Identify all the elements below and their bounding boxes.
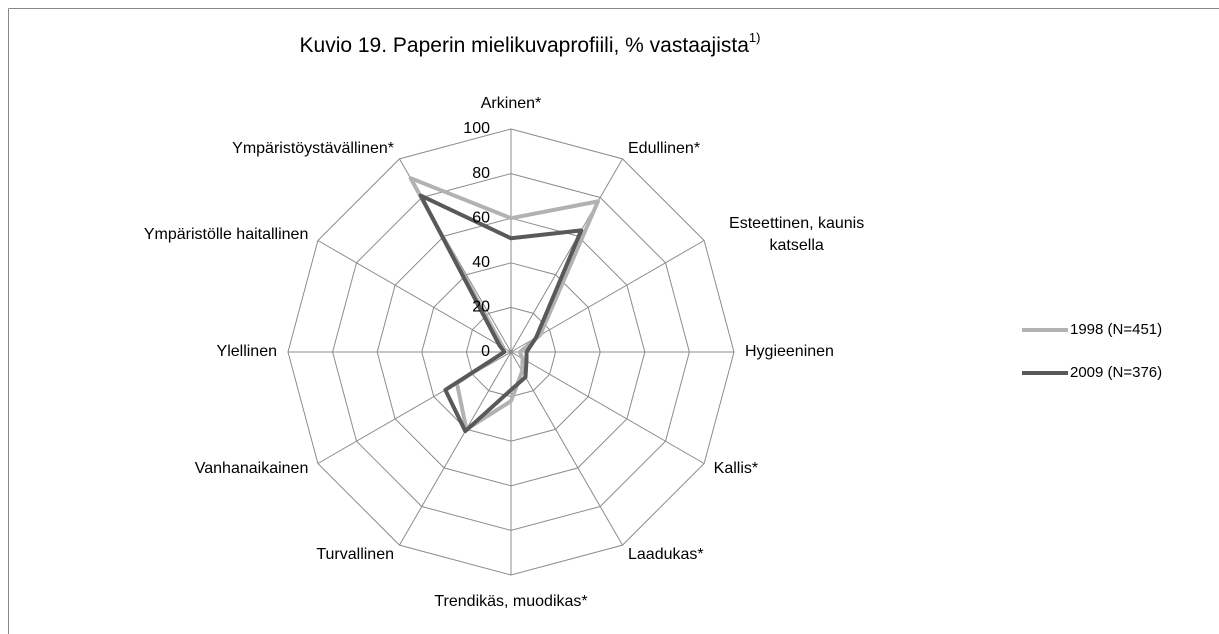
category-label: Ympäristöystävällinen* bbox=[232, 140, 394, 158]
title-text: Kuvio 19. Paperin mielikuvaprofiili, % v… bbox=[300, 34, 750, 57]
r-tick-label: 0 bbox=[481, 343, 490, 360]
category-label: Vanhanaikainen bbox=[194, 460, 309, 477]
r-tick-label: 60 bbox=[472, 209, 490, 226]
category-label: Esteettinen, kaunis katsella bbox=[729, 215, 865, 254]
spoke bbox=[510, 240, 705, 353]
r-tick-label: 100 bbox=[463, 120, 490, 137]
r-tick-label: 20 bbox=[472, 299, 490, 316]
chart-title: Kuvio 19. Paperin mielikuvaprofiili, % v… bbox=[300, 30, 761, 56]
spoke bbox=[317, 240, 512, 353]
spoke bbox=[399, 351, 512, 546]
spoke bbox=[510, 158, 623, 353]
category-label: Ympäristölle haitallinen bbox=[143, 226, 309, 243]
legend-label: 1998 (N=451) bbox=[1070, 321, 1162, 338]
spoke bbox=[510, 351, 623, 546]
series-line bbox=[418, 193, 584, 434]
category-label: Edullinen* bbox=[628, 140, 701, 158]
category-label: Kallis* bbox=[713, 460, 759, 477]
r-tick-label: 80 bbox=[472, 165, 490, 182]
title-note: 1) bbox=[749, 30, 761, 45]
spoke bbox=[510, 351, 705, 464]
category-label: Trendikäs, muodikas* bbox=[434, 593, 588, 610]
legend-label: 2009 (N=376) bbox=[1070, 364, 1162, 381]
r-tick-label: 40 bbox=[472, 254, 490, 271]
category-label: Hygieeninen bbox=[745, 343, 834, 360]
category-label: Arkinen* bbox=[480, 95, 542, 112]
series-line bbox=[408, 176, 600, 432]
category-label: Turvallinen bbox=[316, 545, 394, 563]
category-label: Laadukas* bbox=[628, 545, 704, 563]
category-label: Ylellinen bbox=[216, 343, 277, 360]
